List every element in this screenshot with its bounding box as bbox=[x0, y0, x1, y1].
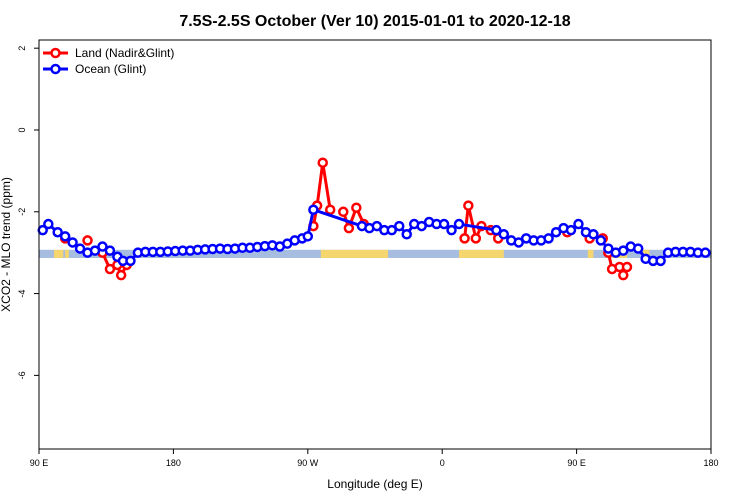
y-tick-label: -6 bbox=[17, 371, 27, 379]
data-point bbox=[543, 233, 554, 244]
data-point bbox=[565, 224, 577, 236]
land-band-segment bbox=[65, 249, 69, 258]
data-point bbox=[97, 241, 108, 252]
x-tick-label: 90 W bbox=[297, 458, 319, 468]
data-point bbox=[104, 245, 116, 256]
data-point bbox=[308, 204, 319, 215]
x-tick-label: 90 E bbox=[567, 458, 586, 468]
legend-ocean-label: Ocean (Glint) bbox=[75, 62, 146, 76]
data-point bbox=[513, 237, 524, 248]
data-point bbox=[104, 263, 116, 275]
data-point bbox=[550, 226, 562, 238]
series-ocean bbox=[37, 204, 711, 267]
data-point bbox=[52, 226, 63, 238]
series-layer bbox=[37, 157, 711, 281]
data-point bbox=[74, 243, 86, 254]
data-point bbox=[595, 235, 607, 246]
data-point bbox=[491, 224, 502, 236]
data-point bbox=[351, 202, 362, 213]
data-point bbox=[338, 206, 349, 218]
data-point bbox=[82, 235, 93, 246]
data-point bbox=[446, 224, 457, 236]
y-tick-label: 2 bbox=[17, 46, 27, 51]
data-point bbox=[125, 255, 136, 267]
data-point bbox=[115, 269, 127, 281]
data-point bbox=[573, 218, 584, 230]
legend-item-land: Land (Nadir&Glint) bbox=[43, 46, 174, 60]
data-point bbox=[43, 218, 54, 230]
data-point bbox=[463, 200, 474, 211]
data-point bbox=[621, 261, 633, 273]
data-point bbox=[302, 231, 314, 242]
legend: Land (Nadir&Glint) Ocean (Glint) bbox=[43, 46, 174, 76]
x-tick-label: 180 bbox=[166, 458, 181, 468]
land-band-segment bbox=[459, 249, 504, 258]
data-point bbox=[588, 229, 599, 240]
y-tick-label: 0 bbox=[17, 127, 27, 132]
data-point bbox=[655, 255, 666, 267]
data-point bbox=[59, 231, 71, 242]
data-point bbox=[343, 222, 355, 234]
axes: 90 E 180 90 W 0 90 E 180 2 0 -2 -4 -6 bbox=[17, 46, 719, 468]
land-band-segment bbox=[53, 249, 64, 258]
legend-ocean-marker bbox=[50, 63, 61, 75]
legend-land-marker bbox=[50, 47, 61, 59]
data-point bbox=[386, 224, 398, 236]
data-point bbox=[416, 220, 427, 232]
land-band-segment bbox=[320, 249, 389, 258]
data-point bbox=[394, 220, 405, 232]
data-point bbox=[371, 220, 383, 232]
x-axis-label: Longitude (deg E) bbox=[327, 477, 422, 491]
data-point bbox=[498, 229, 510, 240]
legend-land-label: Land (Nadir&Glint) bbox=[75, 46, 174, 60]
y-tick-label: -4 bbox=[17, 290, 27, 298]
plot-frame bbox=[38, 39, 712, 450]
data-point bbox=[618, 245, 629, 256]
data-point bbox=[317, 157, 328, 168]
data-point bbox=[324, 204, 336, 215]
data-point bbox=[618, 269, 629, 281]
data-point bbox=[401, 229, 412, 240]
land-band-segment bbox=[587, 249, 594, 258]
series-line bbox=[311, 162, 332, 227]
data-point bbox=[700, 247, 711, 258]
data-point bbox=[470, 233, 482, 244]
series-land bbox=[59, 157, 633, 281]
data-point bbox=[67, 237, 78, 248]
data-point bbox=[603, 243, 614, 254]
chart-title: 7.5S-2.5S October (Ver 10) 2015-01-01 to… bbox=[179, 13, 570, 30]
data-point bbox=[453, 218, 465, 230]
y-tick-label: -2 bbox=[17, 208, 27, 216]
x-tick-label: 90 E bbox=[30, 458, 49, 468]
data-point bbox=[89, 245, 101, 256]
x-tick-label: 0 bbox=[440, 458, 445, 468]
legend-item-ocean: Ocean (Glint) bbox=[43, 62, 146, 76]
y-axis-label: XCO2 - MLO trend (ppm) bbox=[0, 177, 13, 312]
data-point bbox=[438, 218, 450, 230]
data-point bbox=[459, 233, 470, 244]
x-tick-label: 180 bbox=[703, 458, 718, 468]
data-point bbox=[632, 243, 644, 254]
